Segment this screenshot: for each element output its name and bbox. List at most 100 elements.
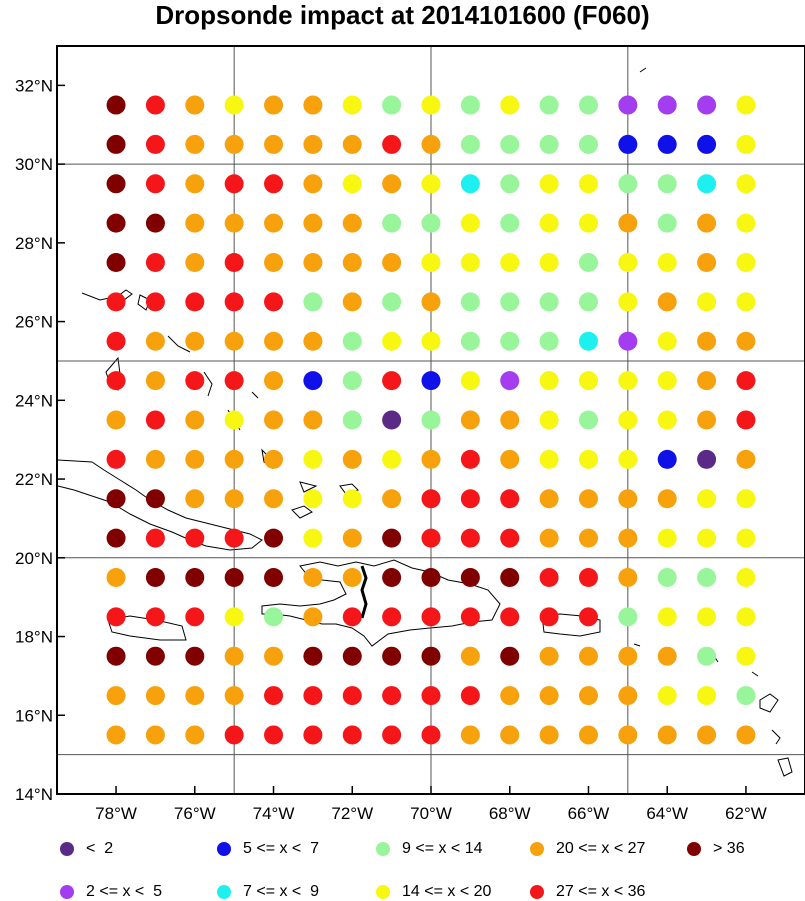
impact-dot (657, 686, 677, 706)
impact-dot (303, 174, 323, 194)
impact-dot (224, 134, 244, 154)
impact-dot (264, 646, 284, 666)
x-tick-label: 70°W (410, 804, 452, 823)
impact-dot (500, 646, 520, 666)
impact-dot (697, 686, 717, 706)
y-tick-label: 18°N (15, 628, 53, 647)
impact-dots (106, 95, 756, 745)
impact-dot (185, 174, 205, 194)
impact-dot (657, 213, 677, 233)
impact-dot (460, 134, 480, 154)
impact-dot (539, 253, 559, 273)
x-tick-label: 68°W (489, 804, 531, 823)
impact-dot (342, 410, 362, 430)
impact-dot (618, 489, 638, 509)
impact-dot (460, 489, 480, 509)
impact-dot (382, 95, 402, 115)
impact-dot (224, 489, 244, 509)
impact-dot (421, 410, 441, 430)
impact-dot (303, 410, 323, 430)
impact-dot (264, 686, 284, 706)
impact-dot (421, 213, 441, 233)
impact-dot (303, 646, 323, 666)
impact-dot (657, 95, 677, 115)
impact-dot (185, 567, 205, 587)
impact-dot (657, 449, 677, 469)
impact-dot (500, 253, 520, 273)
impact-dot (224, 253, 244, 273)
impact-dot (578, 607, 598, 627)
impact-dot (500, 410, 520, 430)
impact-dot (224, 686, 244, 706)
impact-dot (618, 449, 638, 469)
jamaica-outline (107, 615, 187, 641)
impact-dot (145, 528, 165, 548)
impact-dot (578, 95, 598, 115)
impact-dot (106, 174, 126, 194)
impact-dot (539, 607, 559, 627)
impact-dot (382, 489, 402, 509)
impact-dot (697, 646, 717, 666)
impact-dot (539, 489, 559, 509)
impact-dot (145, 686, 165, 706)
impact-dot (382, 567, 402, 587)
impact-dot (185, 134, 205, 154)
impact-dot (618, 686, 638, 706)
impact-dot (145, 646, 165, 666)
impact-dot (264, 410, 284, 430)
impact-dot (618, 646, 638, 666)
impact-dot (382, 213, 402, 233)
impact-dot (224, 371, 244, 391)
impact-dot (421, 725, 441, 745)
lesser-antilles (633, 67, 793, 777)
impact-dot (106, 725, 126, 745)
impact-dot (578, 292, 598, 312)
impact-dot (736, 253, 756, 273)
impact-dot (224, 567, 244, 587)
impact-dot (185, 292, 205, 312)
impact-dot (736, 174, 756, 194)
impact-dot (342, 134, 362, 154)
impact-dot (264, 371, 284, 391)
impact-dot (578, 725, 598, 745)
impact-dot (578, 331, 598, 351)
impact-dot (224, 646, 244, 666)
impact-dot (106, 686, 126, 706)
impact-dot (736, 567, 756, 587)
impact-dot (736, 607, 756, 627)
impact-dot (342, 686, 362, 706)
impact-dot (264, 95, 284, 115)
impact-dot (145, 607, 165, 627)
y-tick-label: 20°N (15, 549, 53, 568)
impact-dot (697, 134, 717, 154)
y-tick-label: 24°N (15, 391, 53, 410)
impact-dot (264, 292, 284, 312)
impact-dot (224, 292, 244, 312)
hispaniola-outline (261, 559, 501, 647)
impact-dot (421, 95, 441, 115)
impact-dot (539, 134, 559, 154)
impact-dot (578, 410, 598, 430)
impact-dot (657, 410, 677, 430)
impact-dot (342, 253, 362, 273)
impact-dot (224, 213, 244, 233)
impact-dot (106, 489, 126, 509)
impact-dot (736, 489, 756, 509)
impact-dot (657, 725, 677, 745)
impact-dot (500, 567, 520, 587)
impact-dot (697, 371, 717, 391)
impact-dot (736, 449, 756, 469)
impact-dot (618, 371, 638, 391)
impact-dot (224, 174, 244, 194)
impact-dot (303, 607, 323, 627)
impact-dot (460, 607, 480, 627)
impact-dot (578, 449, 598, 469)
impact-dot (224, 607, 244, 627)
impact-dot (578, 686, 598, 706)
impact-dot (185, 449, 205, 469)
impact-dot (657, 253, 677, 273)
impact-dot (539, 449, 559, 469)
impact-dot (303, 371, 323, 391)
impact-dot (185, 528, 205, 548)
impact-dot (618, 607, 638, 627)
